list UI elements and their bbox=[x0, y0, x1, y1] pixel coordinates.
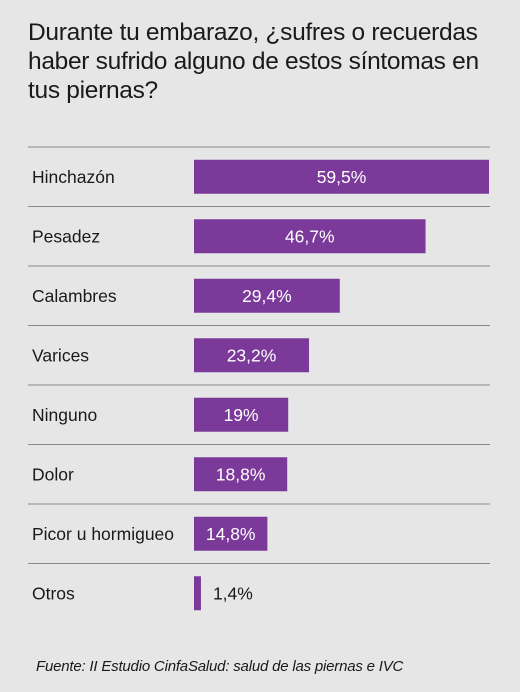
value-label: 46,7% bbox=[285, 226, 335, 246]
bar bbox=[194, 397, 289, 432]
category-label: Dolor bbox=[32, 464, 74, 484]
category-label: Varices bbox=[32, 345, 89, 365]
value-label: 19% bbox=[224, 405, 259, 425]
value-label: 1,4% bbox=[213, 583, 253, 603]
bar bbox=[194, 338, 310, 373]
source-note: Fuente: II Estudio CinfaSalud: salud de … bbox=[36, 658, 404, 675]
bar bbox=[194, 278, 340, 313]
category-label: Calambres bbox=[32, 286, 117, 306]
bar bbox=[194, 516, 268, 551]
category-label: Hinchazón bbox=[32, 167, 115, 187]
value-label: 29,4% bbox=[242, 286, 292, 306]
bar bbox=[194, 576, 201, 611]
value-label: 59,5% bbox=[317, 167, 367, 187]
category-label: Ninguno bbox=[32, 405, 97, 425]
value-label: 14,8% bbox=[206, 524, 256, 544]
value-label: 18,8% bbox=[216, 464, 266, 484]
category-label: Otros bbox=[32, 583, 75, 603]
chart-title: Durante tu embarazo, ¿sufres o recuerdas… bbox=[28, 19, 479, 104]
bar bbox=[194, 159, 489, 194]
category-label: Picor u hormigueo bbox=[32, 524, 174, 544]
value-label: 23,2% bbox=[227, 345, 277, 365]
category-label: Pesadez bbox=[32, 226, 100, 246]
bar bbox=[194, 219, 426, 254]
bar bbox=[194, 457, 288, 492]
